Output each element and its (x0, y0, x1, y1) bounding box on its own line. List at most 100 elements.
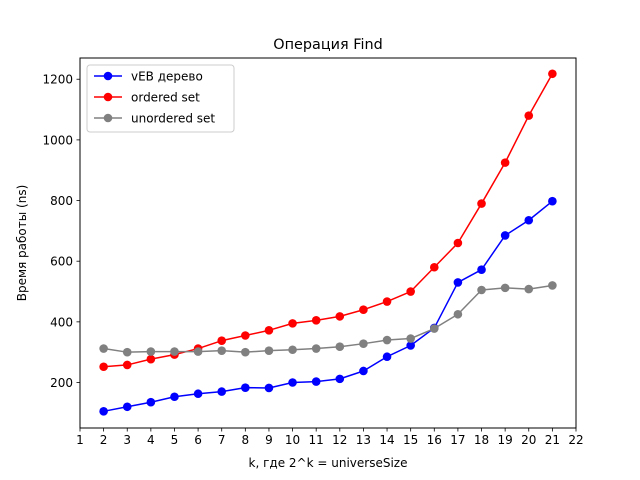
series-3-point (241, 347, 250, 357)
series-3-point (264, 346, 274, 355)
x-tick-label: 7 (218, 433, 226, 447)
series-2-point (406, 287, 415, 296)
series-1-point (335, 374, 345, 384)
x-tick-label: 9 (265, 433, 273, 447)
legend-marker (103, 71, 113, 81)
legend: vEB дерево ordered set unordered set (86, 64, 235, 133)
series-2-point (524, 111, 534, 120)
x-tick-label: 22 (568, 433, 583, 447)
series-3-point (429, 324, 439, 333)
series-3-point (217, 346, 227, 355)
y-tick-label: 200 (50, 376, 73, 390)
x-tick-label: 21 (545, 433, 560, 447)
series-3-point (288, 345, 297, 355)
series-2-point (359, 305, 368, 315)
series-3-point (453, 309, 463, 319)
series-2-point (429, 262, 439, 272)
x-tick-label: 15 (403, 433, 418, 447)
series-1-point (548, 196, 557, 206)
y-tick-label: 1000 (42, 133, 73, 147)
series-3-point (382, 335, 392, 345)
legend-label: ordered set (131, 91, 200, 105)
series-1-point (406, 341, 415, 350)
series-2-point (99, 362, 108, 372)
series-2-point (382, 297, 392, 306)
series-1-point (264, 383, 274, 393)
series-1-point (288, 378, 297, 387)
legend-box (86, 64, 235, 133)
series-2-point (241, 331, 250, 340)
series-1-point (477, 265, 486, 274)
series-3-point (311, 344, 321, 353)
series-2-point (311, 316, 321, 325)
x-tick-label: 8 (242, 433, 250, 447)
series-3-point (335, 342, 345, 352)
series-2-point (122, 360, 132, 370)
x-tick-label: 19 (498, 433, 513, 447)
x-tick-label: 14 (379, 433, 394, 447)
series-1-point (146, 397, 156, 407)
x-tick-label: 2 (100, 433, 108, 447)
series-3-point (524, 284, 534, 294)
y-axis-label: Время работы (ns) (15, 185, 29, 302)
series-3-point (406, 334, 415, 343)
series-3-point (99, 344, 108, 353)
x-tick-label: 16 (427, 433, 442, 447)
plot-area (99, 69, 557, 416)
series-2-point (477, 199, 486, 208)
series-1-point (359, 366, 368, 376)
x-tick-label: 10 (285, 433, 300, 447)
x-axis: 1 2 3 4 5 6 7 8 9 10 11 12 13 14 15 16 17 18 19 20 21 22 (76, 428, 584, 447)
y-tick-label: 800 (50, 194, 73, 208)
series-1-point (193, 389, 203, 399)
series-1-point (170, 392, 179, 402)
x-tick-label: 5 (171, 433, 179, 447)
series-2-point (500, 158, 510, 167)
x-tick-label: 12 (332, 433, 347, 447)
x-tick-label: 3 (123, 433, 131, 447)
series-1-point (382, 352, 392, 362)
x-tick-label: 6 (194, 433, 202, 447)
x-tick-label: 11 (309, 433, 324, 447)
legend-label: vEB дерево (131, 70, 203, 84)
x-tick-label: 4 (147, 433, 155, 447)
series-1-point (524, 215, 534, 225)
x-tick-label: 17 (450, 433, 465, 447)
axes-frame (79, 57, 577, 429)
series-2-point (335, 312, 345, 321)
series-1-point (241, 383, 250, 392)
series-2-point (453, 238, 463, 248)
series-3-point (548, 281, 557, 290)
series-2-point (146, 354, 156, 364)
legend-marker (103, 92, 113, 102)
y-tick-label: 400 (50, 315, 73, 329)
y-axis: 200 400 600 800 1000 1200 (42, 73, 80, 390)
series-3-point (500, 283, 510, 293)
series-1-point (99, 407, 108, 416)
series-2-point (217, 336, 227, 345)
series-2-point (288, 319, 297, 328)
legend-label: unordered set (131, 112, 215, 126)
series-3-point (146, 347, 156, 356)
series-3-point (359, 339, 368, 348)
series-3-point (193, 347, 203, 356)
series-3-point (122, 347, 132, 357)
series-3-point (477, 285, 486, 295)
x-tick-label: 20 (521, 433, 536, 447)
x-tick-label: 18 (474, 433, 489, 447)
legend-marker (103, 113, 113, 123)
series-1-point (453, 278, 463, 287)
series-1-point (500, 231, 510, 240)
y-tick-label: 600 (50, 255, 73, 269)
series-1-point (217, 387, 227, 396)
x-tick-label: 13 (356, 433, 371, 447)
chart-title: Операция Find (273, 37, 382, 53)
y-tick-label: 1200 (42, 73, 73, 87)
series-1-point (122, 402, 132, 412)
x-axis-label: k, где 2^k = universeSize (249, 456, 408, 470)
series-2-point (264, 326, 274, 335)
series-3-point (170, 347, 179, 356)
series-1-point (311, 377, 321, 386)
x-tick-label: 1 (76, 433, 84, 447)
